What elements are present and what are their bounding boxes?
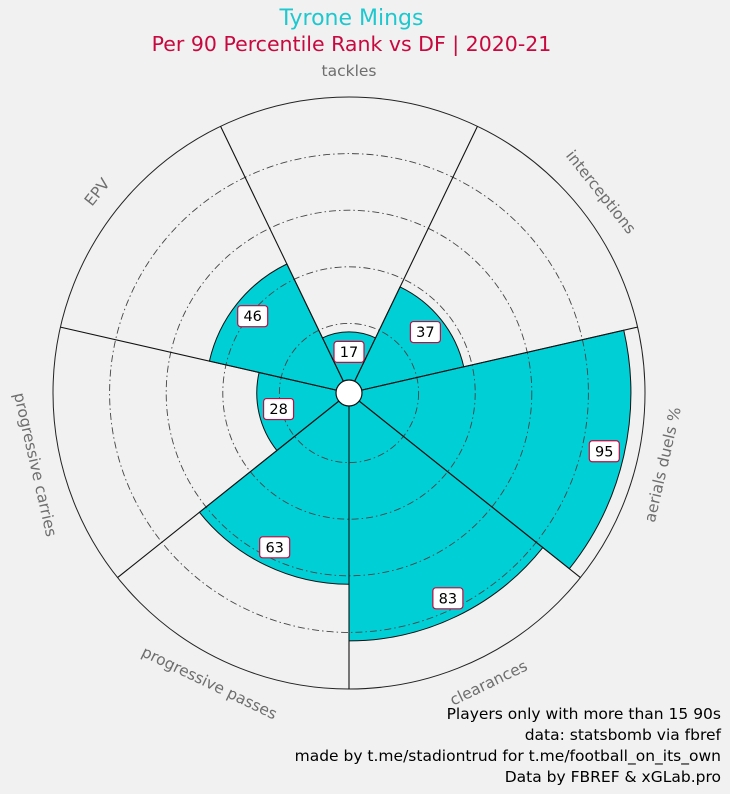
bar-interceptions bbox=[348, 286, 465, 394]
value-label-box bbox=[333, 340, 365, 363]
value-label-epv: 46 bbox=[243, 309, 261, 325]
value-label-box bbox=[409, 320, 441, 344]
bar-progressive-passes bbox=[198, 391, 350, 585]
bar-epv bbox=[208, 263, 350, 394]
sector-divider bbox=[354, 126, 478, 382]
axis-label-clearances: clearances bbox=[447, 657, 530, 710]
sector-divider bbox=[117, 400, 340, 578]
axis-label-aerials-duels: aerials duels % bbox=[641, 405, 685, 524]
grid-ring-40 bbox=[222, 266, 476, 520]
grid-ring-80 bbox=[109, 153, 589, 633]
grid-ring-60 bbox=[165, 209, 533, 577]
footer-data-credit: Data by FBREF & xGLab.pro bbox=[504, 768, 721, 786]
grid-ring-20 bbox=[278, 322, 420, 464]
sector-divider bbox=[60, 326, 337, 391]
sector-divider bbox=[361, 326, 638, 391]
value-label-box bbox=[262, 397, 295, 421]
sector-divider bbox=[220, 126, 344, 382]
axis-label-interceptions: interceptions bbox=[562, 147, 639, 238]
axis-label-tackles: tackles bbox=[322, 62, 377, 80]
value-label-tackles: 17 bbox=[340, 345, 358, 361]
footer-credit: made by t.me/stadiontrud for t.me/footba… bbox=[294, 747, 721, 765]
value-label-box bbox=[237, 305, 269, 328]
footer-note: Players only with more than 15 90s bbox=[446, 705, 721, 723]
value-label-clearances: 83 bbox=[439, 591, 457, 607]
value-label-progressive-passes: 63 bbox=[265, 540, 283, 556]
chart-subtitle: Per 90 Percentile Rank vs DF | 2020-21 bbox=[151, 32, 552, 56]
axis-label-progressive-carries: progressive carries bbox=[10, 391, 60, 539]
value-label-interceptions: 37 bbox=[416, 325, 434, 341]
bar-clearances bbox=[348, 391, 544, 642]
axis-label-progressive-passes: progressive passes bbox=[139, 643, 280, 723]
value-label-progressive-carries: 28 bbox=[269, 402, 287, 418]
center-hole bbox=[335, 379, 363, 407]
axis-label-epv: EPV bbox=[81, 175, 114, 210]
chart-title: Tyrone Mings bbox=[279, 6, 424, 31]
footer-data-source: data: statsbomb via fbref bbox=[524, 726, 721, 744]
value-label-aerials-duels: 95 bbox=[595, 444, 613, 460]
value-label-box bbox=[432, 587, 464, 610]
sector-divider bbox=[358, 400, 581, 578]
bar-aerials-duels bbox=[347, 329, 632, 570]
value-label-box bbox=[588, 440, 620, 463]
value-label-box bbox=[259, 536, 291, 559]
